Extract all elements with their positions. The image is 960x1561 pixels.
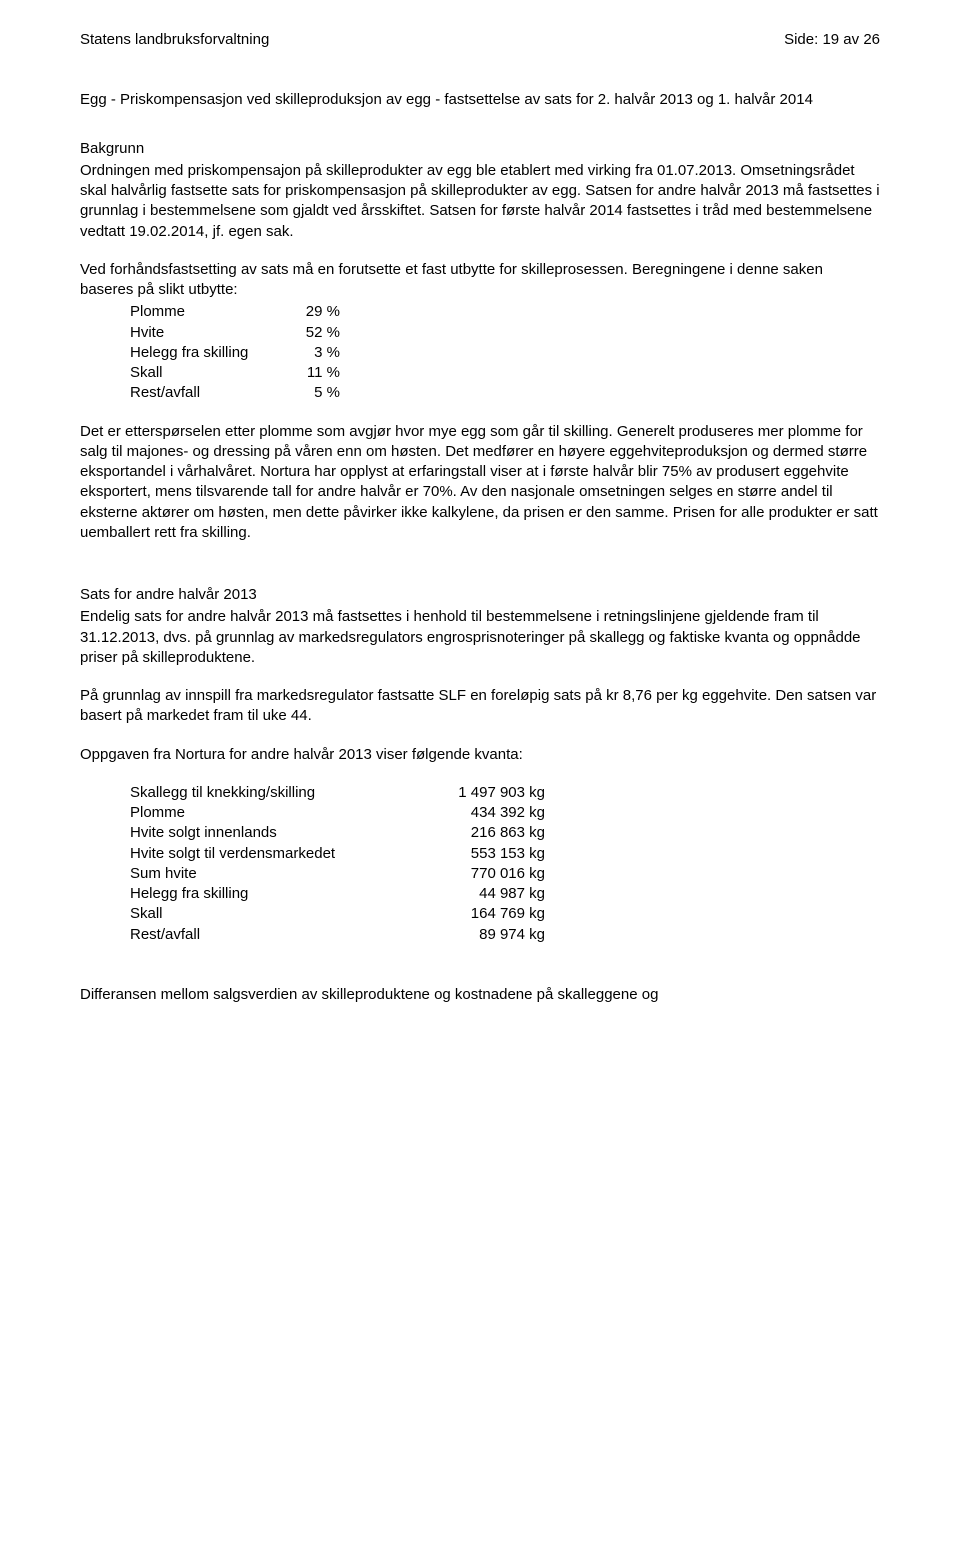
qty-row: Skallegg til knekking/skilling 1 497 903… — [130, 783, 880, 803]
pct-value: 29 % — [290, 302, 340, 322]
header-right: Side: 19 av 26 — [784, 30, 880, 50]
footer-line: Differansen mellom salgsverdien av skill… — [80, 985, 880, 1005]
qty-row: Plomme 434 392 kg — [130, 803, 880, 823]
percentage-list: Plomme 29 % Hvite 52 % Helegg fra skilli… — [80, 302, 880, 403]
pct-label: Hvite — [130, 323, 290, 343]
qty-value: 434 392 kg — [405, 803, 545, 823]
paragraph-sats-1: Endelig sats for andre halvår 2013 må fa… — [80, 607, 880, 668]
qty-label: Helegg fra skilling — [130, 884, 405, 904]
qty-value: 164 769 kg — [405, 904, 545, 924]
pct-value: 5 % — [290, 383, 340, 403]
paragraph-forhand-intro: Ved forhåndsfastsetting av sats må en fo… — [80, 260, 880, 301]
paragraph-ettersporsel: Det er etterspørselen etter plomme som a… — [80, 422, 880, 544]
pct-row: Rest/avfall 5 % — [130, 383, 880, 403]
header-left: Statens landbruksforvaltning — [80, 30, 269, 50]
pct-value: 3 % — [290, 343, 340, 363]
qty-label: Hvite solgt til verdensmarkedet — [130, 844, 405, 864]
qty-label: Sum hvite — [130, 864, 405, 884]
qty-value: 770 016 kg — [405, 864, 545, 884]
pct-value: 11 % — [290, 363, 340, 383]
pct-label: Skall — [130, 363, 290, 383]
pct-row: Helegg fra skilling 3 % — [130, 343, 880, 363]
qty-row: Skall 164 769 kg — [130, 904, 880, 924]
qty-row: Hvite solgt til verdensmarkedet 553 153 … — [130, 844, 880, 864]
document-page: Statens landbruksforvaltning Side: 19 av… — [40, 0, 920, 1047]
pct-label: Plomme — [130, 302, 290, 322]
qty-value: 553 153 kg — [405, 844, 545, 864]
page-header: Statens landbruksforvaltning Side: 19 av… — [80, 30, 880, 50]
qty-row: Hvite solgt innenlands 216 863 kg — [130, 823, 880, 843]
qty-row: Rest/avfall 89 974 kg — [130, 925, 880, 945]
pct-label: Rest/avfall — [130, 383, 290, 403]
qty-value: 44 987 kg — [405, 884, 545, 904]
paragraph-sats-3: Oppgaven fra Nortura for andre halvår 20… — [80, 745, 880, 765]
pct-row: Hvite 52 % — [130, 323, 880, 343]
qty-value: 1 497 903 kg — [405, 783, 545, 803]
qty-value: 89 974 kg — [405, 925, 545, 945]
subheading-sats: Sats for andre halvår 2013 — [80, 585, 880, 605]
qty-label: Plomme — [130, 803, 405, 823]
qty-row: Sum hvite 770 016 kg — [130, 864, 880, 884]
pct-label: Helegg fra skilling — [130, 343, 290, 363]
pct-row: Skall 11 % — [130, 363, 880, 383]
qty-row: Helegg fra skilling 44 987 kg — [130, 884, 880, 904]
paragraph-bakgrunn: Ordningen med priskompensajon på skillep… — [80, 161, 880, 242]
paragraph-sats-2: På grunnlag av innspill fra markedsregul… — [80, 686, 880, 727]
subheading-bakgrunn: Bakgrunn — [80, 139, 880, 159]
qty-label: Skallegg til knekking/skilling — [130, 783, 405, 803]
qty-value: 216 863 kg — [405, 823, 545, 843]
qty-label: Hvite solgt innenlands — [130, 823, 405, 843]
qty-label: Skall — [130, 904, 405, 924]
pct-row: Plomme 29 % — [130, 302, 880, 322]
document-title: Egg - Priskompensasjon ved skilleproduks… — [80, 90, 880, 110]
quantity-list: Skallegg til knekking/skilling 1 497 903… — [80, 783, 880, 945]
pct-value: 52 % — [290, 323, 340, 343]
qty-label: Rest/avfall — [130, 925, 405, 945]
